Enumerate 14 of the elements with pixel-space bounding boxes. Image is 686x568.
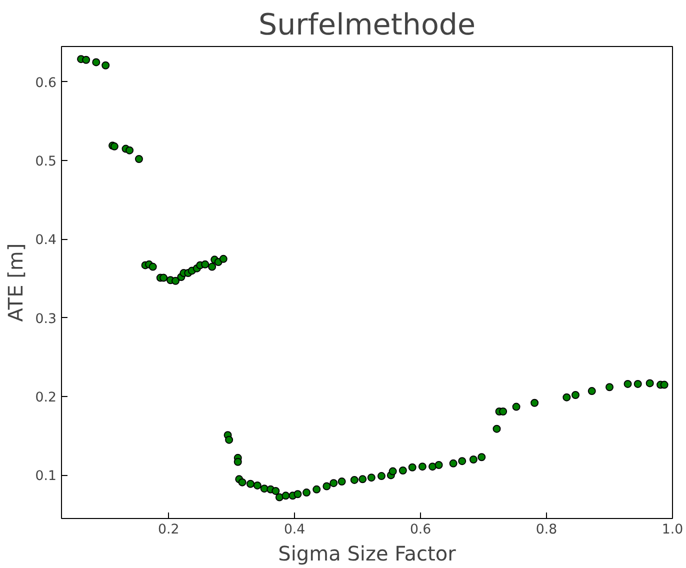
x-tick-label: 0.4 bbox=[284, 522, 306, 538]
x-tick-label: 1.0 bbox=[662, 522, 684, 538]
y-tick-label: 0.1 bbox=[35, 469, 57, 484]
x-tick-label: 0.8 bbox=[536, 522, 558, 538]
y-axis-title: ATE [m] bbox=[3, 243, 28, 322]
y-tick-label: 0.4 bbox=[35, 233, 57, 248]
x-tick-label: 0.2 bbox=[158, 522, 180, 538]
y-tick-label: 0.3 bbox=[35, 312, 57, 327]
chart-title: Surfelmethode bbox=[258, 8, 476, 42]
y-tick-label: 0.5 bbox=[35, 154, 57, 170]
x-axis-title: Sigma Size Factor bbox=[278, 542, 457, 566]
y-tick-label: 0.6 bbox=[35, 76, 57, 91]
y-tick-label: 0.2 bbox=[35, 390, 57, 406]
x-tick-label: 0.6 bbox=[410, 522, 432, 538]
